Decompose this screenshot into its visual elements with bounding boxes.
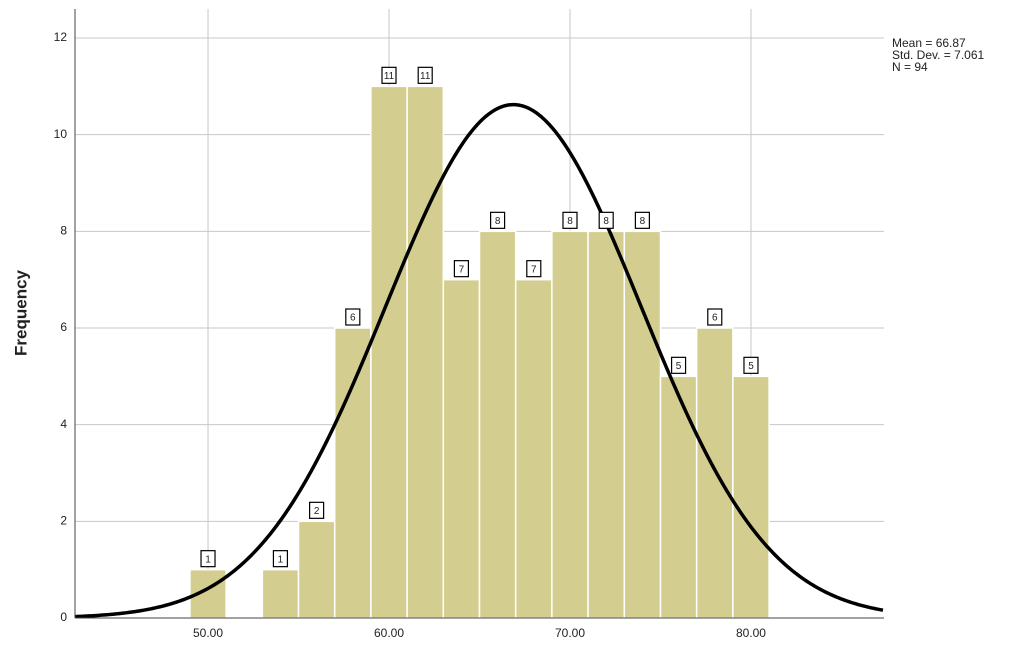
- value-label: 8: [495, 216, 501, 227]
- bar: [478, 230, 517, 619]
- value-label-box: [526, 260, 542, 278]
- value-label: 8: [603, 216, 609, 227]
- bar: [623, 230, 662, 619]
- y-tick-label: 2: [60, 514, 67, 528]
- stat-label: N = 94: [892, 60, 928, 74]
- value-label-box: [598, 211, 614, 229]
- value-label: 11: [420, 71, 431, 82]
- value-label: 8: [567, 216, 573, 227]
- value-label: 7: [459, 264, 465, 275]
- normal-curve: [74, 102, 884, 619]
- value-label: 1: [278, 554, 284, 565]
- bar: [732, 375, 770, 619]
- y-tick-label: 8: [60, 224, 67, 238]
- value-label: 5: [748, 361, 754, 372]
- value-label-box: [670, 356, 687, 374]
- value-label: 8: [640, 216, 646, 227]
- x-tick-label: 50.00: [193, 626, 223, 640]
- value-label: 7: [531, 264, 537, 275]
- y-tick-label: 12: [54, 30, 68, 44]
- value-label: 5: [676, 361, 682, 372]
- value-label: 6: [350, 313, 356, 324]
- stat-label: Std. Dev. = 7.061: [892, 48, 984, 62]
- bar: [587, 230, 626, 619]
- bar: [442, 278, 481, 619]
- value-label-box: [345, 308, 361, 326]
- stat-label: Mean = 66.87: [892, 36, 966, 50]
- value-label-box: [562, 211, 578, 229]
- bar: [297, 520, 336, 619]
- bar: [406, 85, 445, 619]
- bar: [261, 568, 300, 619]
- value-label-box: [381, 66, 397, 84]
- value-label-box: [489, 211, 506, 229]
- x-tick-label: 80.00: [736, 626, 766, 640]
- value-label-box: [417, 66, 433, 84]
- bar: [333, 327, 372, 619]
- value-label-box: [743, 356, 759, 374]
- bar: [551, 230, 589, 619]
- value-label-box: [453, 260, 470, 278]
- value-label: 11: [384, 71, 395, 82]
- value-label: 2: [314, 506, 320, 517]
- value-label: 6: [712, 313, 718, 324]
- y-tick-label: 0: [60, 610, 67, 624]
- value-label-box: [309, 501, 325, 519]
- value-label-box: [200, 550, 216, 568]
- value-label-box: [707, 308, 723, 326]
- bar: [370, 85, 408, 619]
- y-tick-label: 4: [60, 417, 67, 431]
- bar: [659, 375, 698, 619]
- bar: [514, 278, 553, 619]
- value-label-box: [634, 211, 650, 229]
- y-tick-label: 6: [60, 320, 67, 334]
- y-axis-label: Frequency: [11, 269, 30, 356]
- x-tick-label: 70.00: [555, 626, 585, 640]
- x-tick-label: 60.00: [374, 626, 404, 640]
- value-label: 1: [205, 554, 211, 565]
- y-tick-label: 10: [54, 127, 68, 141]
- value-label-box: [272, 550, 289, 568]
